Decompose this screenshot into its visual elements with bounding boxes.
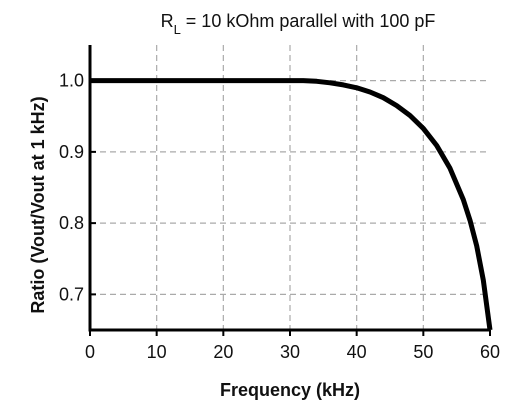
x-tick-label: 20 <box>213 342 233 362</box>
x-axis-label: Frequency (kHz) <box>220 380 360 400</box>
y-tick-label: 0.9 <box>59 142 84 162</box>
series-line <box>90 78 493 331</box>
x-ticks: 0 10 20 30 40 50 60 <box>85 330 500 362</box>
x-tick-label: 0 <box>85 342 95 362</box>
chart-title-rest: = 10 kOhm parallel with 100 pF <box>181 11 436 31</box>
axes <box>88 45 490 332</box>
y-axis-label: Ratio (Vout/Vout at 1 kHz) <box>28 96 48 313</box>
y-tick-label: 1.0 <box>59 71 84 91</box>
series-group <box>90 78 493 331</box>
x-tick-label: 30 <box>280 342 300 362</box>
y-tick-label: 0.8 <box>59 213 84 233</box>
chart-title: RL = 10 kOhm parallel with 100 pF <box>161 11 436 37</box>
y-ticks: 0.7 0.8 0.9 1.0 <box>59 71 96 304</box>
y-tick-label: 0.7 <box>59 284 84 304</box>
x-tick-label: 60 <box>480 342 500 362</box>
x-tick-label: 50 <box>413 342 433 362</box>
grid <box>90 45 490 330</box>
chart-title-subscript: L <box>174 22 181 37</box>
x-tick-label: 10 <box>147 342 167 362</box>
chart-title-main: R <box>161 11 174 31</box>
x-tick-label: 40 <box>347 342 367 362</box>
